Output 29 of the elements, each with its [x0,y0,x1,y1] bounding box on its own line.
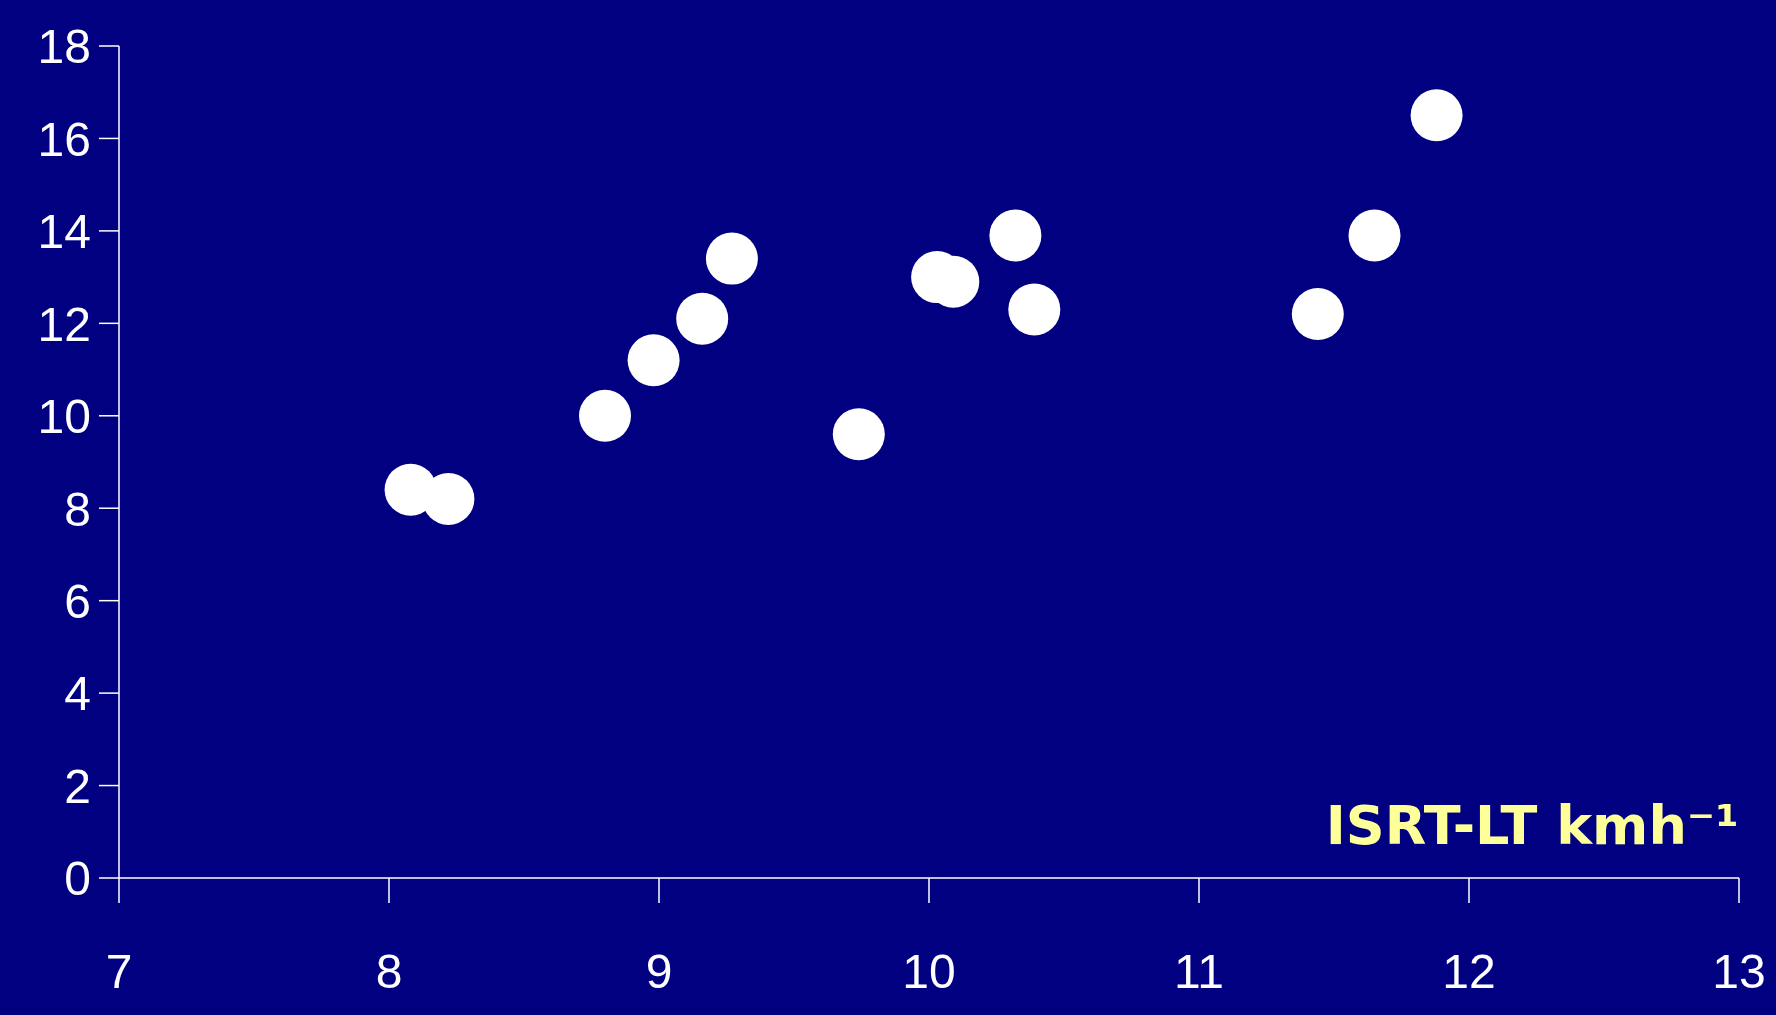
y-tick-label: 6 [64,574,91,628]
point [989,209,1042,262]
x-axis-title: ISRT-LT kmh⁻¹ [1325,794,1739,857]
x-tick-label: 11 [1174,945,1224,998]
y-tick-label: 18 [37,20,91,74]
x-tick-label: 13 [1712,945,1766,998]
y-tick-label: 2 [64,759,91,813]
x-tick-label: 7 [105,945,133,998]
point [579,389,631,442]
y-tick-label: 12 [37,297,91,351]
point [1410,89,1463,142]
y-tick-label: 14 [37,205,91,259]
point [422,472,475,525]
y-tick-label: 10 [37,390,91,444]
point [1291,288,1344,341]
point [1008,283,1061,336]
x-tick-label: 9 [645,945,673,998]
x-tick-label: 8 [375,945,403,998]
x-tick-label: 10 [902,945,956,998]
point [1348,209,1401,262]
point [705,232,758,285]
point [676,292,729,345]
x-tick-label: 12 [1442,945,1496,998]
y-tick-label: 16 [37,112,91,166]
point [832,408,885,461]
y-tick-label: 8 [64,482,91,536]
point [627,334,680,387]
y-tick-label: 0 [64,852,91,906]
y-tick-label: 4 [64,667,91,721]
